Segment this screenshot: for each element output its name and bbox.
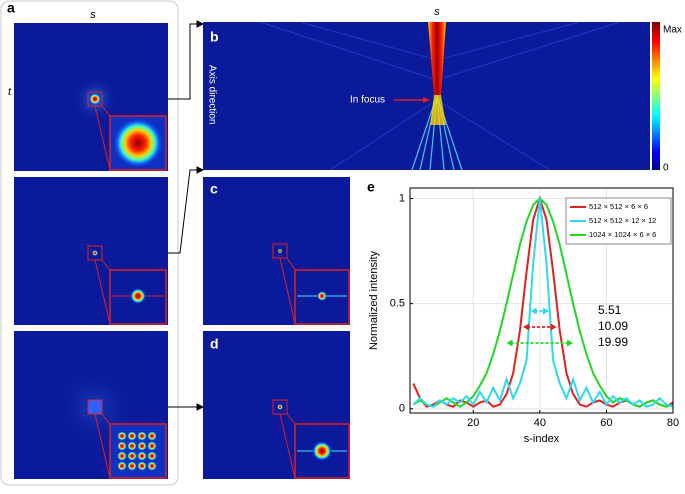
x-tick-label: 60: [600, 417, 612, 429]
panel-b-image: [203, 21, 660, 171]
axis-label: s: [90, 9, 96, 21]
axis-label: t: [8, 86, 12, 98]
arrow-head: [550, 323, 557, 331]
legend-label: 512 × 512 × 6 × 6: [589, 202, 648, 211]
legend-label: 512 × 512 × 12 × 12: [589, 216, 656, 225]
panel-label: b: [210, 29, 219, 45]
panel-cd-images: [203, 177, 350, 479]
y-tick-label: 1: [399, 192, 405, 204]
annotation: Axis direction: [206, 65, 217, 124]
panel-label: e: [367, 179, 375, 195]
panel-label: c: [210, 181, 218, 197]
axis-label: s: [434, 6, 440, 18]
legend-label: 1024 × 1024 × 6 × 6: [589, 230, 656, 239]
chart-e: 20 40 60 80 0 0.5 1 s-index Normalized intensity…: [368, 187, 679, 445]
x-tick-label: 40: [534, 417, 546, 429]
arrow-head: [530, 307, 537, 315]
arrow-head: [523, 323, 530, 331]
y-axis-label: Normalized intensity: [368, 250, 380, 350]
x-tick-label: 80: [667, 417, 679, 429]
axes-frame: [409, 187, 674, 414]
panel-label: d: [210, 336, 219, 352]
fwhm-label: 10.09: [598, 319, 628, 333]
panel-a-images: [14, 23, 168, 479]
x-tick-label: 20: [467, 417, 479, 429]
annotation-arrow: [423, 97, 430, 103]
connectors: [168, 20, 205, 411]
x-axis-label: s-index: [524, 433, 560, 445]
arrow-head: [543, 307, 550, 315]
series-line: [412, 198, 674, 408]
fwhm-label: 19.99: [598, 335, 628, 349]
y-tick-label: 0.5: [390, 298, 405, 310]
panel-label: a: [7, 0, 15, 16]
colorbar-label: 0: [663, 163, 669, 174]
annotation: In focus: [350, 95, 385, 106]
arrow-head: [506, 339, 513, 347]
colorbar-label: Max: [663, 25, 682, 36]
fwhm-label: 5.51: [598, 303, 622, 317]
y-tick-label: 0: [399, 403, 405, 415]
arrow-head: [567, 339, 574, 347]
